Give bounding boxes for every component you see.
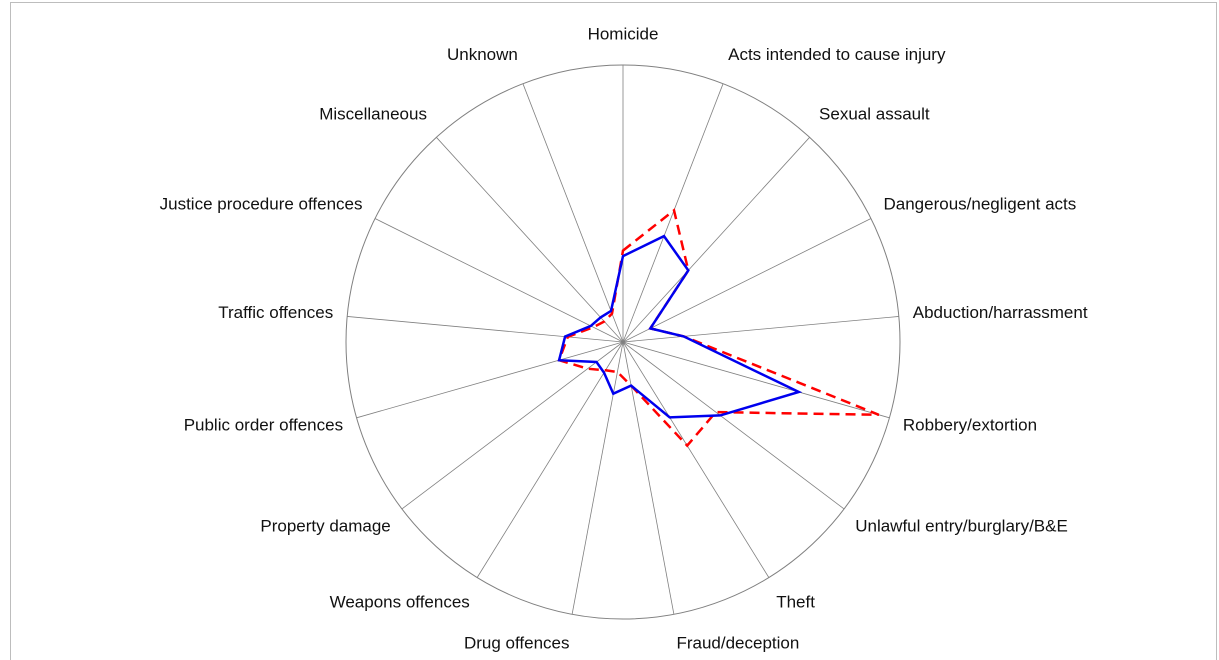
category-label: Acts intended to cause injury	[728, 45, 946, 64]
spoke	[401, 341, 624, 510]
series-line	[557, 234, 803, 419]
category-label: Miscellaneous	[319, 105, 427, 124]
category-label: Unlawful entry/burglary/B&E	[855, 516, 1068, 535]
category-label: Unknown	[447, 45, 518, 64]
spoke	[622, 316, 899, 343]
spoke	[622, 341, 845, 510]
spoke	[522, 83, 624, 343]
category-label: Abduction/harrassment	[913, 303, 1088, 322]
series-line	[557, 208, 880, 448]
category-label: Fraud/deception	[676, 633, 799, 652]
spoke	[622, 83, 724, 343]
category-label: Homicide	[588, 24, 659, 43]
spoke	[622, 218, 872, 343]
category-label: Sexual assault	[819, 105, 930, 124]
spoke	[356, 341, 624, 419]
spoke	[622, 137, 810, 343]
spoke	[436, 137, 624, 343]
category-label: Weapons offences	[330, 593, 470, 612]
category-label: Traffic offences	[218, 303, 333, 322]
category-label: Property damage	[260, 516, 390, 535]
spoke	[571, 341, 624, 615]
category-label: Dangerous/negligent acts	[883, 195, 1076, 214]
category-label: Robbery/extortion	[903, 415, 1037, 434]
chart-border	[10, 2, 1217, 660]
spoke	[622, 341, 770, 578]
spoke	[476, 341, 624, 578]
spoke	[622, 341, 890, 419]
category-label: Public order offences	[184, 415, 343, 434]
category-label: Theft	[776, 593, 815, 612]
category-label: Drug offences	[464, 633, 570, 652]
spoke	[374, 218, 624, 343]
spoke	[347, 316, 624, 343]
category-label: Justice procedure offences	[160, 195, 363, 214]
